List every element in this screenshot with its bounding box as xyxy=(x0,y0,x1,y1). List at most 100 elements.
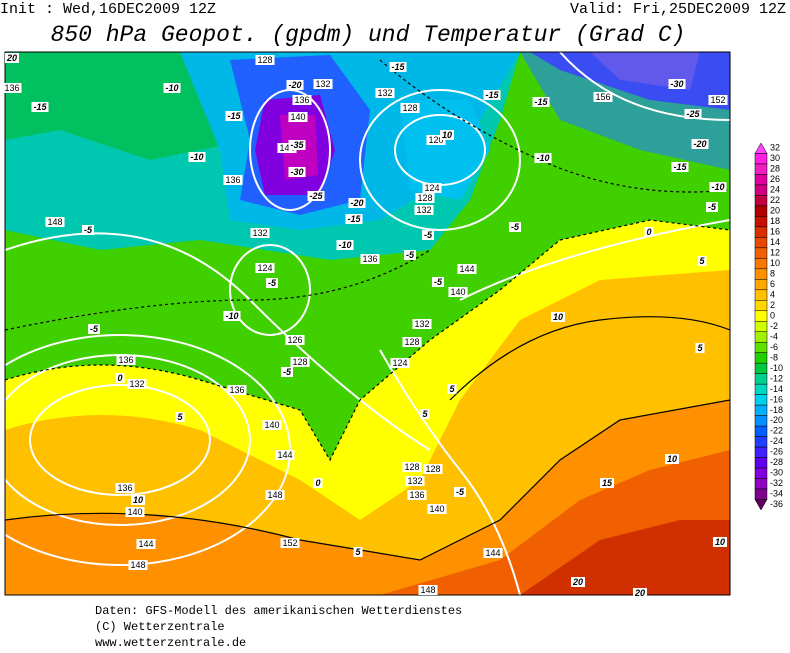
geopotential-label: 140 xyxy=(448,287,467,297)
temperature-label-text: 20 xyxy=(6,53,17,63)
temperature-label-text: -10 xyxy=(190,152,203,162)
colorbar-label: 4 xyxy=(770,289,775,299)
geopotential-label-text: 132 xyxy=(252,228,267,238)
page: {"header":{"init":"Init : Wed,16DEC2009 … xyxy=(0,0,790,648)
geopotential-label: 128 xyxy=(415,193,434,203)
colorbar-label: 18 xyxy=(770,216,780,226)
temperature-label: -15 xyxy=(31,102,48,112)
temperature-label-text: -35 xyxy=(290,140,304,150)
geopotential-label: 132 xyxy=(127,379,146,389)
geopotential-label: 152 xyxy=(708,95,727,105)
geopotential-label: 132 xyxy=(405,476,424,486)
temperature-label: 20 xyxy=(5,53,19,63)
temperature-label: 20 xyxy=(633,588,647,598)
temperature-label: -5 xyxy=(404,250,416,260)
colorbar-label: -6 xyxy=(770,342,778,352)
map-figure: Init : Wed,16DEC2009 12Z Valid: Fri,25DE… xyxy=(0,0,790,648)
colorbar-label: -26 xyxy=(770,447,783,457)
temperature-label-text: -30 xyxy=(670,79,683,89)
temperature-label: -15 xyxy=(225,111,242,121)
colorbar-label: 26 xyxy=(770,174,780,184)
geopotential-label-text: 144 xyxy=(459,264,474,274)
temperature-label: -5 xyxy=(422,230,434,240)
geopotential-label-text: 126 xyxy=(287,335,302,345)
colorbar-label: 14 xyxy=(770,237,780,247)
temperature-label: 0 xyxy=(313,478,322,488)
geopotential-label-text: 144 xyxy=(138,539,153,549)
geopotential-label-text: 124 xyxy=(392,358,407,368)
temperature-label-text: -15 xyxy=(534,97,548,107)
geopotential-label-text: 152 xyxy=(710,95,725,105)
temperature-label: 0 xyxy=(115,373,124,383)
temperature-label-text: -25 xyxy=(309,191,323,201)
geopotential-label-text: 152 xyxy=(282,538,297,548)
colorbar-swatch xyxy=(755,185,767,195)
geopotential-label-text: 136 xyxy=(118,355,133,365)
colorbar-swatch xyxy=(755,363,767,373)
colorbar-label: -10 xyxy=(770,363,783,373)
colorbar-label: -18 xyxy=(770,405,783,415)
colorbar-swatch xyxy=(755,353,767,363)
temperature-label-text: -15 xyxy=(485,90,499,100)
colorbar-swatch xyxy=(755,153,767,163)
temperature-label: 5 xyxy=(697,256,706,266)
temperature-label: -30 xyxy=(668,79,685,89)
temperature-label-text: 10 xyxy=(715,537,725,547)
temperature-label-text: 0 xyxy=(315,478,320,488)
geopotential-label: 140 xyxy=(262,420,281,430)
colorbar-label: 20 xyxy=(770,206,780,216)
colorbar-swatch xyxy=(755,426,767,436)
temperature-label-text: 10 xyxy=(667,454,677,464)
geopotential-label-text: 128 xyxy=(404,337,419,347)
temperature-label-text: -5 xyxy=(434,277,443,287)
temperature-label: -25 xyxy=(684,109,701,119)
temperature-label: -10 xyxy=(163,83,180,93)
temperature-label: -35 xyxy=(288,140,305,150)
temperature-label-text: -10 xyxy=(165,83,178,93)
colorbar-label: -4 xyxy=(770,331,778,341)
temperature-label-text: -5 xyxy=(84,225,93,235)
geopotential-label: 152 xyxy=(280,538,299,548)
colorbar-label: 32 xyxy=(770,143,780,153)
temperature-label: -25 xyxy=(307,191,324,201)
temperature-label: 10 xyxy=(713,537,727,547)
geopotential-label: 136 xyxy=(223,175,242,185)
temperature-label-text: 10 xyxy=(133,495,143,505)
temperature-label-text: -5 xyxy=(283,367,292,377)
temperature-label-text: -15 xyxy=(391,62,405,72)
temperature-label: 5 xyxy=(353,547,362,557)
geopotential-label-text: 132 xyxy=(407,476,422,486)
colorbar-swatch xyxy=(755,416,767,426)
geopotential-label: 128 xyxy=(400,103,419,113)
temperature-label: 15 xyxy=(600,478,614,488)
geopotential-label: 124 xyxy=(255,263,274,273)
geopotential-label-text: 144 xyxy=(277,450,292,460)
colorbar-label: 2 xyxy=(770,300,775,310)
colorbar-label: -28 xyxy=(770,457,783,467)
colorbar-swatch xyxy=(755,500,767,510)
temperature-label: -5 xyxy=(509,222,521,232)
temperature-label: -20 xyxy=(348,198,365,208)
temperature-label-text: -5 xyxy=(406,250,415,260)
temperature-label: 5 xyxy=(695,343,704,353)
geopotential-label-text: 140 xyxy=(264,420,279,430)
temperature-label-text: 15 xyxy=(602,478,613,488)
geopotential-label: 148 xyxy=(128,560,147,570)
geopotential-label-text: 148 xyxy=(420,585,435,595)
geopotential-label-text: 148 xyxy=(267,490,282,500)
temperature-label: 0 xyxy=(644,227,653,237)
colorbar-swatch xyxy=(755,458,767,468)
temperature-label: -15 xyxy=(483,90,500,100)
colorbar-label: -34 xyxy=(770,489,783,499)
temperature-label-text: 20 xyxy=(634,588,645,598)
temperature-label-text: -5 xyxy=(511,222,520,232)
colorbar-swatch xyxy=(755,300,767,310)
colorbar-label: 22 xyxy=(770,195,780,205)
geopotential-label: 136 xyxy=(360,254,379,264)
colorbar-label: 10 xyxy=(770,258,780,268)
colorbar-label: -16 xyxy=(770,394,783,404)
colorbar-label: -22 xyxy=(770,426,783,436)
temperature-label-text: -5 xyxy=(268,278,277,288)
colorbar-label: 12 xyxy=(770,247,780,257)
temperature-label: 10 xyxy=(665,454,679,464)
